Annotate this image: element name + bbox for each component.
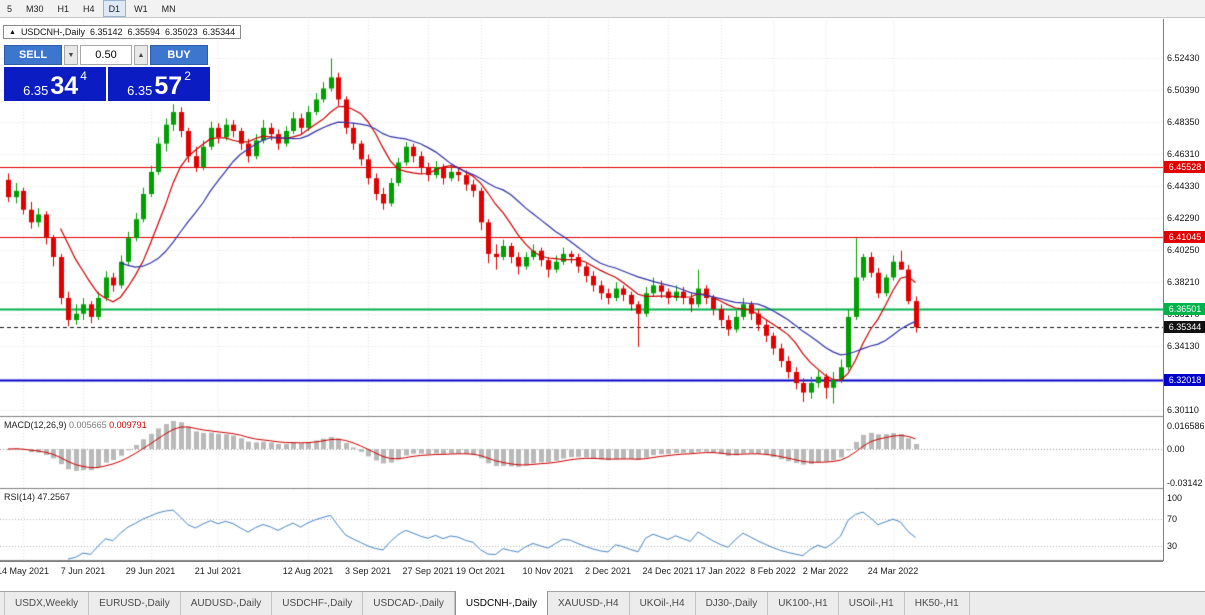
timeframe-h1[interactable]: H1 (57, 3, 70, 14)
macd-axis-label: 0.00 (1167, 444, 1185, 454)
timeframe-h4[interactable]: H4 (83, 3, 95, 14)
price-axis-label: 6.48350 (1167, 117, 1200, 128)
sell-price-prefix: 6.35 (23, 83, 49, 98)
ohlc-open: 6.35142 (89, 27, 123, 37)
price-axis-label: 6.42290 (1167, 212, 1200, 223)
date-tick-label: 19 Oct 2021 (455, 566, 506, 576)
date-tick-label: 21 Jul 2021 (194, 566, 242, 576)
price-axis-label: 6.50390 (1167, 85, 1200, 96)
buy-price-display[interactable]: 6.35 57 2 (108, 67, 210, 101)
rsi-indicator-label: RSI(14) 47.2567 (4, 492, 71, 502)
price-axis-label: 6.52430 (1167, 53, 1200, 64)
price-axis-label: 6.38210 (1167, 277, 1200, 288)
price-axis-label: 6.40250 (1167, 244, 1200, 255)
timeframe-w1[interactable]: W1 (134, 3, 148, 14)
price-axis-label: 6.46310 (1167, 149, 1200, 160)
tab-audusd-daily[interactable]: AUDUSD-,Daily (181, 592, 273, 615)
price-level-tag: 6.41045 (1164, 231, 1205, 244)
date-tick-label: 7 Jun 2021 (60, 566, 106, 576)
ohlc-high: 6.35594 (127, 27, 161, 37)
price-axis-label: 6.30110 (1167, 404, 1199, 415)
chart-header: ▲ USDCNH-,Daily 6.35142 6.35594 6.35023 … (3, 25, 242, 39)
tab-usdcnh-daily[interactable]: USDCNH-,Daily (454, 591, 548, 615)
buy-price-big: 57 (154, 71, 183, 100)
macd-axis-label: 0.016586 (1167, 421, 1205, 431)
tab-usoil-h1[interactable]: USOil-,H1 (839, 592, 905, 615)
sell-price-display[interactable]: 6.35 34 4 (4, 67, 106, 101)
buy-price-prefix: 6.35 (127, 83, 153, 98)
ohlc-close: 6.35344 (202, 27, 236, 37)
time-axis[interactable]: 14 May 2021 7 Jun 2021 29 Jun 2021 21 Jul 2… (0, 561, 1163, 581)
date-tick-label: 14 May 2021 (0, 566, 50, 576)
chart-canvas[interactable] (0, 19, 1163, 561)
date-tick-label: 2 Mar 2022 (802, 566, 849, 576)
tab-xauusd-h4[interactable]: XAUUSD-,H4 (548, 592, 630, 615)
timeframe-mn[interactable]: MN (161, 3, 176, 14)
macd-indicator-label: MACD(12,26,9) 0.005665 0.009791 (4, 420, 147, 430)
rsi-axis-label: 30 (1167, 541, 1178, 552)
buy-price-pip: 2 (184, 69, 191, 83)
price-level-tag: 6.35344 (1164, 321, 1205, 334)
tab-usdchf-daily[interactable]: USDCHF-,Daily (272, 592, 364, 615)
volume-decrease-button[interactable]: ▼ (64, 45, 78, 65)
date-tick-label: 24 Dec 2021 (642, 566, 694, 576)
sell-button[interactable]: SELL (4, 45, 62, 65)
volume-input[interactable] (80, 45, 132, 65)
buy-button[interactable]: BUY (150, 45, 208, 65)
symbol-period-label: USDCNH-,Daily (20, 27, 85, 37)
volume-increase-button[interactable]: ▲ (134, 45, 148, 65)
chart-window: 6.52430 6.50390 6.48350 6.46310 6.44330 6.422… (0, 19, 1205, 581)
tab-hk50-h1[interactable]: HK50-,H1 (905, 592, 970, 615)
timeframe-5[interactable]: 5 (7, 3, 13, 14)
tab-usdcad-daily[interactable]: USDCAD-,Daily (363, 592, 455, 615)
chart-tab-bar: USDX,Weekly EURUSD-,Daily AUDUSD-,Daily USD… (0, 591, 1205, 615)
date-tick-label: 10 Nov 2021 (522, 566, 574, 576)
date-tick-label: 12 Aug 2021 (282, 566, 334, 576)
tab-uk100-h1[interactable]: UK100-,H1 (768, 592, 839, 615)
sell-price-pip: 4 (80, 69, 87, 83)
price-axis-label: 6.44330 (1167, 180, 1200, 191)
date-tick-label: 17 Jan 2022 (695, 566, 746, 576)
timeframe-m30[interactable]: M30 (26, 3, 44, 14)
rsi-axis-label: 100 (1167, 493, 1183, 503)
tab-eurusd-daily[interactable]: EURUSD-,Daily (89, 592, 181, 615)
price-axis-label: 6.34130 (1167, 341, 1200, 352)
timeframe-d1[interactable]: D1 (102, 0, 127, 17)
price-level-tag: 6.36501 (1164, 303, 1205, 315)
price-level-tag: 6.45528 (1164, 160, 1205, 173)
price-axis[interactable]: 6.52430 6.50390 6.48350 6.46310 6.44330 6.422… (1163, 19, 1205, 561)
collapse-arrow-icon[interactable]: ▲ (9, 28, 16, 36)
macd-axis-label: -0.03142 (1167, 478, 1203, 488)
date-tick-label: 2 Dec 2021 (584, 566, 632, 576)
price-level-tag: 6.32018 (1164, 373, 1205, 386)
tab-dj30-daily[interactable]: DJ30-,Daily (696, 592, 769, 615)
date-tick-label: 27 Sep 2021 (402, 566, 454, 576)
ohlc-low: 6.35023 (165, 27, 198, 37)
date-tick-label: 3 Sep 2021 (344, 566, 392, 576)
tab-usdx-weekly[interactable]: USDX,Weekly (4, 592, 90, 615)
date-tick-label: 24 Mar 2022 (867, 566, 919, 576)
sell-price-big: 34 (50, 71, 79, 100)
rsi-axis-label: 70 (1167, 513, 1178, 524)
date-tick-label: 8 Feb 2022 (750, 566, 796, 576)
date-tick-label: 29 Jun 2021 (125, 566, 176, 576)
tab-ukoil-h4[interactable]: UKOil-,H4 (630, 592, 696, 615)
timeframe-toolbar: 5 M30 H1 H4 D1 W1 MN (0, 0, 1205, 18)
